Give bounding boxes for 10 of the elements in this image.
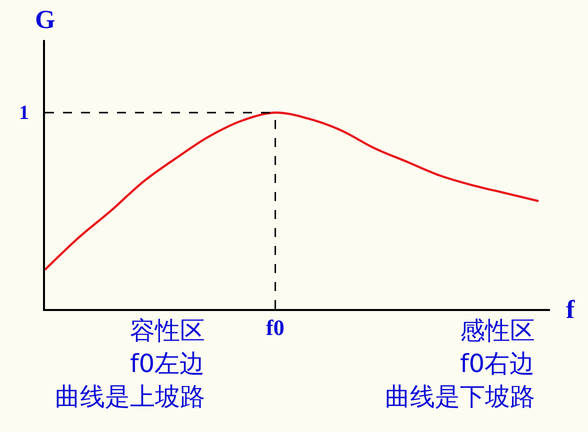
- text: f0左边: [130, 349, 205, 378]
- text: 容性区: [130, 316, 205, 345]
- ref-line-label: 1: [19, 102, 29, 124]
- text: 曲线是上坡路: [55, 382, 205, 411]
- x-axis-title: f: [566, 295, 575, 324]
- y-axis-title: G: [35, 5, 56, 34]
- text: 感性区: [460, 316, 535, 345]
- text: 曲线是下坡路: [385, 382, 535, 411]
- text: f0: [266, 315, 284, 340]
- text: f0右边: [460, 349, 535, 378]
